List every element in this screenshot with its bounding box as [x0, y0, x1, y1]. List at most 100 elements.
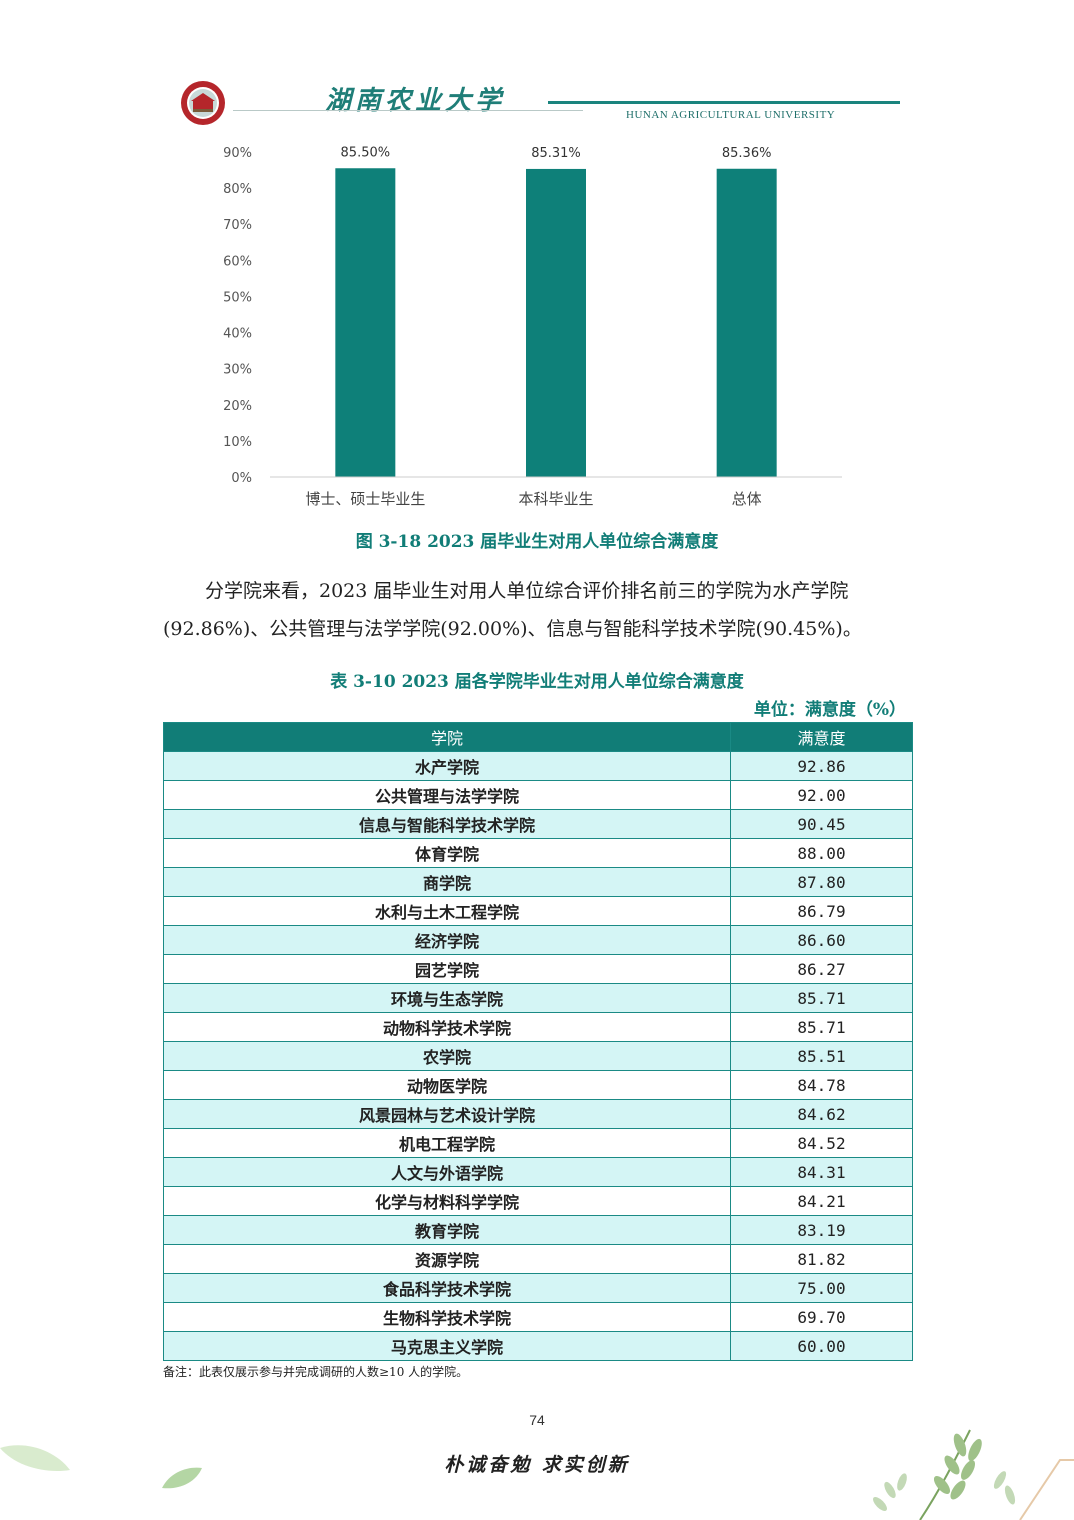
table-row: 商学院 87.80	[163, 867, 913, 897]
header-divider	[233, 110, 583, 111]
table-row: 动物科学技术学院 85.71	[163, 1012, 913, 1042]
college-name-cell: 环境与生态学院	[163, 983, 731, 1013]
satisfaction-value-cell: 84.21	[730, 1186, 913, 1216]
satisfaction-value-cell: 86.79	[730, 896, 913, 926]
figure-caption: 图 3-18 2023 届毕业生对用人单位综合满意度	[355, 532, 719, 552]
column-header-satisfaction: 满意度	[730, 722, 913, 752]
college-name-cell: 园艺学院	[163, 954, 731, 984]
table-row: 体育学院 88.00	[163, 838, 913, 868]
college-name-cell: 农学院	[163, 1041, 731, 1071]
university-english-name: HUNAN AGRICULTURAL UNIVERSITY	[626, 109, 836, 121]
table-row: 风景园林与艺术设计学院 84.62	[163, 1099, 913, 1129]
y-tick-label: 10%	[223, 435, 252, 450]
table-row: 人文与外语学院 84.31	[163, 1157, 913, 1187]
body-paragraph: 分学院来看，2023 届毕业生对用人单位综合评价排名前三的学院为水产学院(92.…	[163, 580, 862, 640]
satisfaction-value-cell: 81.82	[730, 1244, 913, 1274]
x-category-label: 总体	[732, 490, 762, 508]
college-name-cell: 水产学院	[163, 751, 731, 781]
college-name-cell: 信息与智能科学技术学院	[163, 809, 731, 839]
university-seal-icon	[181, 81, 225, 125]
college-name-cell: 教育学院	[163, 1215, 731, 1245]
satisfaction-value-cell: 84.52	[730, 1128, 913, 1158]
satisfaction-value-cell: 75.00	[730, 1273, 913, 1303]
table-row: 食品科学技术学院 75.00	[163, 1273, 913, 1303]
table-row: 动物医学院 84.78	[163, 1070, 913, 1100]
college-name-cell: 生物科学技术学院	[163, 1302, 731, 1332]
leaf-decoration-icon	[162, 1467, 202, 1489]
table-row: 园艺学院 86.27	[163, 954, 913, 984]
satisfaction-value-cell: 69.70	[730, 1302, 913, 1332]
y-tick-label: 60%	[223, 254, 252, 269]
table-row: 教育学院 83.19	[163, 1215, 913, 1245]
table-caption: 表 3-10 2023 届各学院毕业生对用人单位综合满意度	[330, 672, 744, 692]
college-name-cell: 人文与外语学院	[163, 1157, 731, 1187]
college-name-cell: 公共管理与法学学院	[163, 780, 731, 810]
x-category-label: 本科毕业生	[518, 490, 593, 508]
bar	[716, 168, 777, 477]
satisfaction-value-cell: 85.71	[730, 1012, 913, 1042]
satisfaction-value-cell: 60.00	[730, 1331, 913, 1361]
college-name-cell: 动物科学技术学院	[163, 1012, 731, 1042]
table-row: 水利与土木工程学院 86.79	[163, 896, 913, 926]
column-header-college: 学院	[163, 722, 731, 752]
bar	[335, 168, 396, 477]
y-tick-label: 0%	[231, 471, 252, 486]
college-name-cell: 动物医学院	[163, 1070, 731, 1100]
satisfaction-value-cell: 90.45	[730, 809, 913, 839]
y-tick-label: 90%	[223, 146, 252, 161]
y-tick-label: 70%	[223, 218, 252, 233]
table-row: 环境与生态学院 85.71	[163, 983, 913, 1013]
college-name-cell: 经济学院	[163, 925, 731, 955]
satisfaction-value-cell: 84.31	[730, 1157, 913, 1187]
table-row: 公共管理与法学学院 92.00	[163, 780, 913, 810]
table-row: 水产学院 92.86	[163, 751, 913, 781]
bar-data-label: 85.36%	[722, 146, 772, 161]
satisfaction-value-cell: 92.00	[730, 780, 913, 810]
unit-label: 单位：满意度（%）	[753, 700, 906, 720]
leaf-decoration-icon	[0, 1445, 70, 1472]
y-tick-label: 50%	[223, 290, 252, 305]
college-name-cell: 体育学院	[163, 838, 731, 868]
college-name-cell: 风景园林与艺术设计学院	[163, 1099, 731, 1129]
table-row: 马克思主义学院 60.00	[163, 1331, 913, 1361]
table-note: 备注：此表仅展示参与并完成调研的人数≥10 人的学院。	[163, 1365, 469, 1379]
college-name-cell: 商学院	[163, 867, 731, 897]
university-brand-name: 湖南农业大学	[325, 86, 506, 116]
y-tick-label: 40%	[223, 327, 252, 342]
college-name-cell: 水利与土木工程学院	[163, 896, 731, 926]
table-row: 信息与智能科学技术学院 90.45	[163, 809, 913, 839]
bar	[526, 168, 586, 478]
satisfaction-value-cell: 85.51	[730, 1041, 913, 1071]
y-tick-label: 20%	[223, 399, 252, 414]
plant-decoration-icon	[873, 1429, 1074, 1520]
college-name-cell: 化学与材料科学学院	[163, 1186, 731, 1216]
y-tick-label: 80%	[223, 182, 252, 197]
bar-data-label: 85.31%	[531, 146, 581, 161]
table-row: 经济学院 86.60	[163, 925, 913, 955]
satisfaction-value-cell: 86.60	[730, 925, 913, 955]
table-header-row: 学院 满意度	[163, 722, 913, 752]
table-row: 机电工程学院 84.52	[163, 1128, 913, 1158]
header-accent-bar	[548, 101, 900, 104]
college-name-cell: 马克思主义学院	[163, 1331, 731, 1361]
college-name-cell: 食品科学技术学院	[163, 1273, 731, 1303]
college-satisfaction-table: 学院 满意度 水产学院 92.86 公共管理与法学学院 92.00 信息与智能科学技术学…	[163, 722, 913, 1361]
table-row: 资源学院 81.82	[163, 1244, 913, 1274]
satisfaction-value-cell: 86.27	[730, 954, 913, 984]
y-tick-label: 30%	[223, 363, 252, 378]
college-name-cell: 资源学院	[163, 1244, 731, 1274]
satisfaction-value-cell: 87.80	[730, 867, 913, 897]
table-row: 生物科学技术学院 69.70	[163, 1302, 913, 1332]
table-row: 化学与材料科学学院 84.21	[163, 1186, 913, 1216]
satisfaction-value-cell: 88.00	[730, 838, 913, 868]
table-row: 农学院 85.51	[163, 1041, 913, 1071]
x-category-label: 博士、硕士毕业生	[305, 490, 425, 508]
satisfaction-value-cell: 92.86	[730, 751, 913, 781]
bar-data-label: 85.50%	[341, 145, 391, 160]
satisfaction-value-cell: 84.62	[730, 1099, 913, 1129]
college-name-cell: 机电工程学院	[163, 1128, 731, 1158]
page-number: 74	[529, 1412, 545, 1428]
university-motto: 朴诚奋勉 求实创新	[444, 1454, 630, 1476]
satisfaction-bar-chart: 0% 10% 20% 30% 40% 50% 60% 70% 80% 90% 85.50% 85.3…	[223, 145, 842, 508]
satisfaction-value-cell: 84.78	[730, 1070, 913, 1100]
